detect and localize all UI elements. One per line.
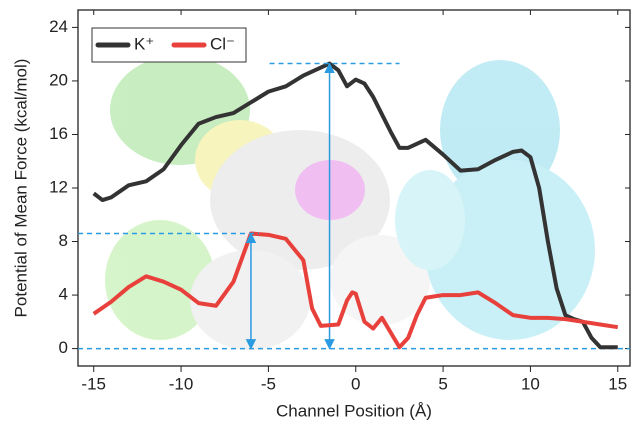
- legend-label: K⁺: [134, 34, 154, 53]
- y-tick-label: 0: [59, 338, 68, 357]
- y-tick-label: 4: [59, 285, 68, 304]
- y-tick-label: 12: [49, 177, 68, 196]
- x-tick-label: -15: [81, 374, 106, 393]
- x-tick-label: -10: [169, 374, 194, 393]
- x-tick-label: 5: [438, 374, 447, 393]
- x-tick-label: -5: [261, 374, 276, 393]
- chart: Channel Position (Å) Potential of Mean F…: [0, 0, 633, 431]
- y-tick-label: 8: [59, 231, 68, 250]
- y-tick-label: 16: [49, 124, 68, 143]
- legend-label: Cl⁻: [210, 34, 235, 53]
- y-axis-title: Potential of Mean Force (kcal/mol): [11, 59, 30, 318]
- x-tick-label: 0: [351, 374, 360, 393]
- x-tick-label: 10: [521, 374, 540, 393]
- protein-background: [105, 55, 595, 350]
- x-axis-title: Channel Position (Å): [276, 401, 432, 420]
- y-tick-label: 24: [49, 17, 68, 36]
- y-tick-label: 20: [49, 70, 68, 89]
- x-tick-label: 15: [608, 374, 627, 393]
